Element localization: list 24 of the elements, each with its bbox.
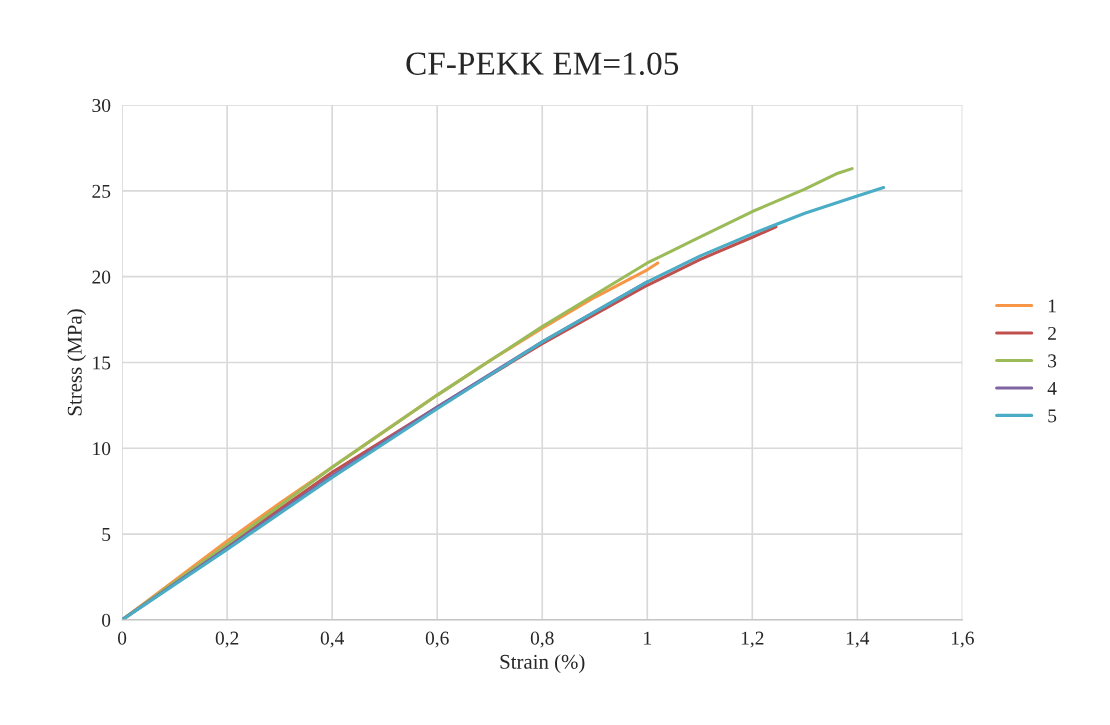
legend-label: 2 <box>1048 326 1056 340</box>
x-tick-label: 0,2 <box>215 631 239 648</box>
x-tick-label: 0,4 <box>320 631 345 648</box>
legend-label: 5 <box>1048 409 1057 423</box>
x-tick-label: 1 <box>644 631 651 645</box>
y-tick-label: 5 <box>102 528 111 542</box>
y-tick-label: 20 <box>92 270 111 284</box>
legend-label: 3 <box>1048 354 1057 368</box>
x-tick-label: 0,8 <box>530 631 554 648</box>
x-axis-title: Strain (%) <box>500 654 585 674</box>
chart-title: CF-PEKK EM=1.05 <box>406 52 679 76</box>
x-tick-label: 1,4 <box>846 631 870 648</box>
y-tick-label: 15 <box>93 356 111 370</box>
legend-label: 1 <box>1048 299 1056 313</box>
y-axis-title: Stress (MPa) <box>67 309 86 416</box>
x-tick-label: 0 <box>117 631 127 645</box>
y-tick-label: 25 <box>92 184 111 198</box>
x-tick-label: 0,6 <box>425 631 449 648</box>
x-tick-label: 1,2 <box>741 631 764 648</box>
x-tick-label: 1,6 <box>951 631 974 648</box>
y-tick-label: 0 <box>102 613 111 627</box>
legend-label: 4 <box>1047 381 1057 395</box>
y-tick-label: 30 <box>92 98 111 113</box>
y-tick-label: 10 <box>93 442 111 456</box>
